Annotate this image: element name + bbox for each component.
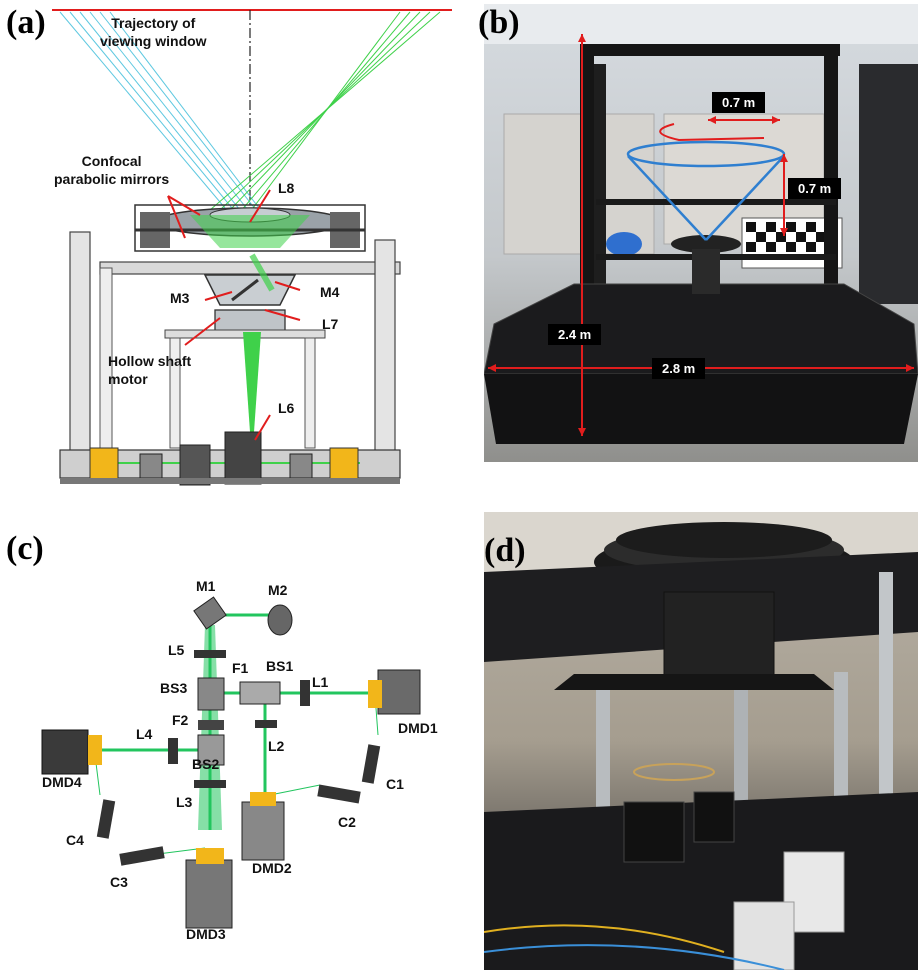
top-frame-plate [99, 261, 401, 275]
m3-m4-housing [203, 274, 297, 306]
confocal-label: Confocal parabolic mirrors [54, 153, 170, 187]
beam-in-mirror [190, 215, 310, 248]
lens-l5 [194, 650, 226, 658]
bs2-cube [197, 734, 225, 766]
label-C2: C2 [338, 814, 356, 830]
label-C3: C3 [110, 874, 128, 890]
camera-c4 [96, 799, 116, 839]
label-F1: F1 [232, 660, 249, 676]
panel-b-label: (b) [478, 4, 520, 41]
label-M4: M4 [320, 284, 340, 300]
dmd-right [329, 447, 359, 481]
dmd1 [368, 669, 421, 715]
panel-d-photo [484, 512, 918, 970]
panel-d: (d) [484, 512, 918, 970]
label-M2: M2 [268, 582, 288, 598]
panel-c-drawing [41, 596, 421, 929]
label-L8: L8 [278, 180, 295, 196]
mirror-m2 [267, 604, 293, 636]
trajectory-label: Trajectory of viewing window [100, 15, 207, 49]
green-rays [209, 11, 441, 213]
l6-mount [224, 431, 262, 485]
panel-a-arrows [167, 189, 301, 441]
panel-a-label: (a) [6, 4, 46, 41]
platform [554, 674, 834, 690]
panel-c: (c) M1 M2 L5 F1 BS1 L1 BS3 DMD1 F2 L4 L2… [0, 530, 470, 972]
panel-a-drawing [52, 9, 452, 486]
label-DMD4: DMD4 [42, 774, 82, 790]
label-BS3: BS3 [160, 680, 188, 696]
cyan-rays [59, 11, 263, 213]
mirror-m1 [193, 596, 227, 630]
camera-c3 [119, 846, 165, 866]
dmd3 [185, 848, 233, 929]
octagonal-table-top [484, 283, 918, 375]
lens-l2 [255, 720, 277, 728]
left-post [69, 231, 91, 483]
label-L2: L2 [268, 738, 285, 754]
dim-2.4m: 2.4 m [548, 324, 602, 345]
label-BS1: BS1 [266, 658, 294, 674]
frame-post-left [580, 54, 594, 324]
label-M1: M1 [196, 578, 216, 594]
bs1-cube [239, 681, 281, 705]
label-L4: L4 [136, 726, 153, 742]
dim-0.7m-top: 0.7 m [712, 92, 766, 113]
dim-0.7m-side: 0.7 m [788, 178, 842, 199]
label-C1: C1 [386, 776, 404, 792]
label-DMD2: DMD2 [252, 860, 292, 876]
lens-l1 [300, 680, 310, 706]
filter-f2 [198, 720, 224, 730]
label-F2: F2 [172, 712, 189, 728]
label-C4: C4 [66, 832, 84, 848]
lens-l4 [168, 738, 178, 764]
label-M3: M3 [170, 290, 190, 306]
panel-b-photo [484, 4, 918, 462]
table-base [484, 374, 918, 444]
label-L5: L5 [168, 642, 185, 658]
motor-housing [663, 591, 775, 688]
dmd4 [41, 729, 102, 775]
panel-d-label: (d) [484, 532, 526, 569]
dim-2.8m: 2.8 m [652, 358, 706, 379]
green-beam-vertical [243, 332, 261, 432]
panel-a: (a) Trajectory of viewing window Confoca… [0, 0, 460, 490]
right-post [374, 239, 396, 481]
bs3-cube [197, 677, 225, 711]
label-BS2: BS2 [192, 756, 220, 772]
dmd2 [241, 792, 285, 861]
camera-c1 [361, 744, 381, 784]
rotation-arrow [659, 123, 765, 142]
panel-c-label: (c) [6, 530, 44, 567]
label-DMD3: DMD3 [186, 926, 226, 942]
label-L6: L6 [278, 400, 295, 416]
mirror-mount [134, 204, 366, 252]
motor-label: Hollow shaft motor [108, 353, 192, 387]
lens-l3 [194, 780, 226, 788]
dmd-left [89, 447, 119, 481]
panel-b: (b) 0.7 m 0.7 m 2.4 m 2.8 m [478, 4, 918, 462]
label-L3: L3 [176, 794, 193, 810]
label-DMD1: DMD1 [398, 720, 438, 736]
label-L7: L7 [322, 316, 339, 332]
camera-c2 [317, 784, 361, 804]
label-L1: L1 [312, 674, 329, 690]
